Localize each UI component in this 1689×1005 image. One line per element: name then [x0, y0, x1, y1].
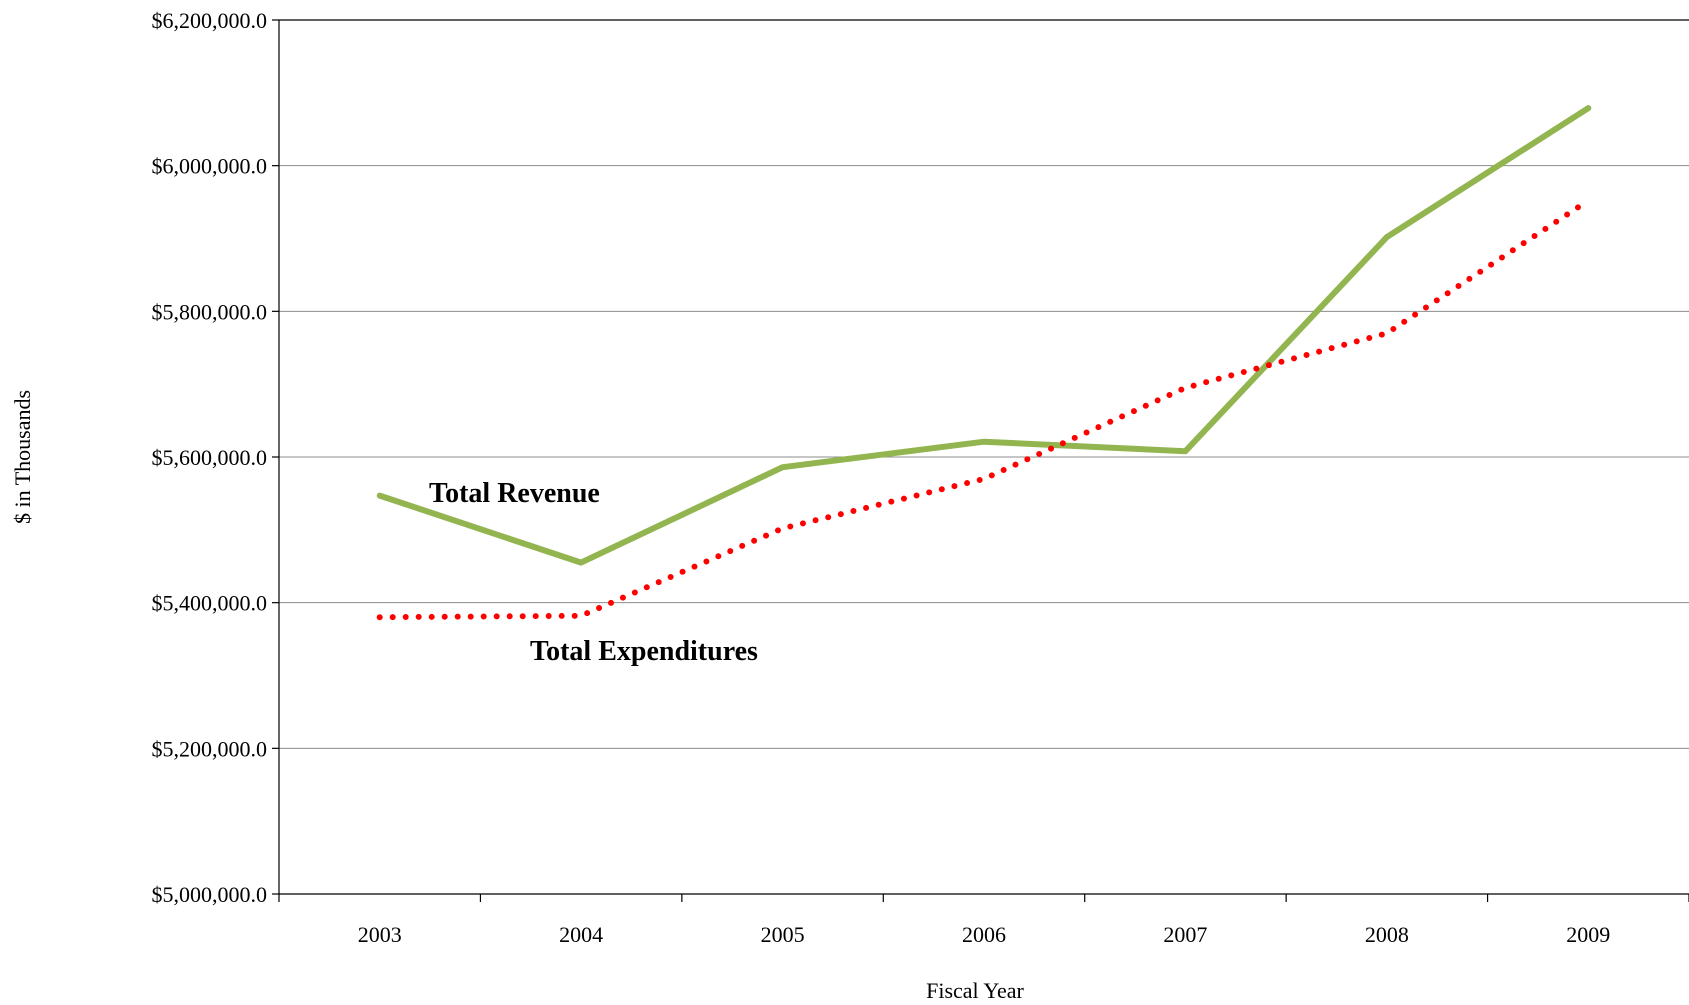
- series-lines: [376, 105, 1592, 621]
- y-tick-label: $5,600,000.0: [152, 445, 268, 470]
- x-tick-label: 2008: [1365, 922, 1409, 947]
- x-axis-ticks: 2003 2004 2005 2006 2007 2008 2009: [278, 894, 1689, 947]
- x-tick-label: 2007: [1163, 922, 1207, 947]
- x-tick-label: 2006: [962, 922, 1006, 947]
- series-label-total-expenditures: Total Expenditures: [530, 636, 758, 667]
- y-tick-label: $5,800,000.0: [152, 299, 268, 324]
- x-axis-title: Fiscal Year: [926, 978, 1024, 1003]
- y-axis-ticks: $5,000,000.0 $5,200,000.0 $5,400,000.0 $5,6…: [152, 8, 279, 907]
- gridlines: [279, 165, 1689, 749]
- y-axis-title: $ in Thousands: [10, 390, 35, 524]
- x-tick-label: 2009: [1566, 922, 1610, 947]
- y-tick-label: $6,200,000.0: [152, 8, 268, 33]
- y-tick-label: $5,200,000.0: [152, 736, 268, 761]
- y-tick-label: $5,400,000.0: [152, 591, 268, 616]
- y-tick-label: $5,000,000.0: [152, 882, 268, 907]
- y-tick-label: $6,000,000.0: [152, 154, 268, 179]
- x-tick-label: 2005: [761, 922, 805, 947]
- x-tick-label: 2004: [559, 922, 603, 947]
- series-line-total-revenue: [376, 105, 1592, 566]
- x-tick-label: 2003: [358, 922, 402, 947]
- series-label-total-revenue: Total Revenue: [429, 478, 600, 509]
